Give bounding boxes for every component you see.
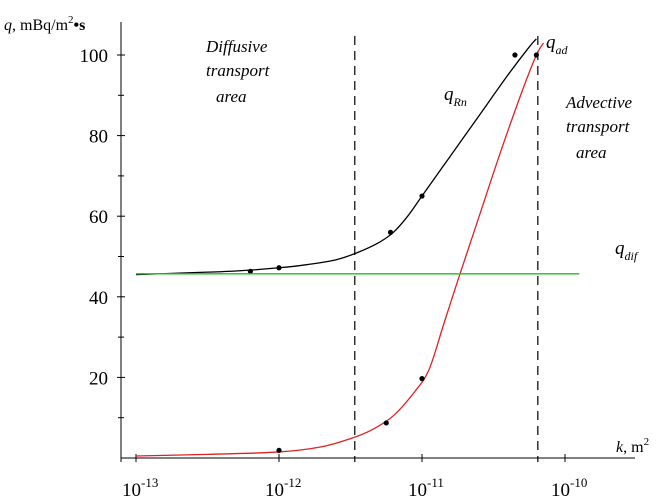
series-label-qrn: qRn xyxy=(444,84,467,109)
series-label-qdif-base: q xyxy=(615,238,625,259)
annotation-advective-line2: transport xyxy=(566,117,631,136)
y-tick-label: 100 xyxy=(80,46,109,67)
x-axis-unit: , m xyxy=(623,439,644,456)
annotation-diffusive-line2: transport xyxy=(206,61,271,80)
annotation-advective-line1: Advective xyxy=(565,93,633,112)
y-axis-title: q, mBq/m2•s xyxy=(4,14,85,34)
series-label-qad-base: q xyxy=(546,32,556,53)
series-line-qrn xyxy=(136,39,536,275)
data-point xyxy=(276,448,281,453)
y-ticks: 20 40 60 80 100 xyxy=(80,46,126,418)
y-tick-label: 60 xyxy=(89,207,108,228)
series-label-qad: qad xyxy=(546,32,569,57)
x-tick-base: 10 xyxy=(122,480,141,501)
annotation-diffusive-line3: area xyxy=(216,87,247,106)
x-tick-label: 10-10 xyxy=(551,475,587,501)
data-point xyxy=(534,52,539,57)
data-point xyxy=(419,193,424,198)
y-tick-label: 20 xyxy=(89,368,108,389)
x-tick-exponent: -12 xyxy=(284,475,301,490)
series-label-qdif: qdif xyxy=(615,238,639,263)
series-label-qad-sub: ad xyxy=(556,43,569,57)
data-point xyxy=(276,265,281,270)
annotation-advective-line3: area xyxy=(576,143,607,162)
series-group xyxy=(136,39,579,456)
data-point xyxy=(512,52,517,57)
y-tick-label: 40 xyxy=(89,288,108,309)
x-tick-exponent: -13 xyxy=(141,475,158,490)
x-tick-base: 10 xyxy=(265,480,284,501)
x-axis-title: k, m2 xyxy=(616,436,649,456)
x-tick-label: 10-13 xyxy=(122,475,158,501)
annotation-advective: Advective transport area xyxy=(565,93,633,162)
data-point xyxy=(384,420,389,425)
x-tick-exponent: -10 xyxy=(570,475,587,490)
x-tick-exponent: -11 xyxy=(427,475,444,490)
series-label-qrn-base: q xyxy=(444,84,454,105)
y-axis-var: q xyxy=(4,17,12,34)
series-label-qrn-sub: Rn xyxy=(453,95,467,109)
annotation-diffusive-line1: Diffusive xyxy=(205,37,268,56)
x-tick-label: 10-11 xyxy=(408,475,444,501)
x-tick-label: 10-12 xyxy=(265,475,301,501)
x-tick-base: 10 xyxy=(408,480,427,501)
series-line-qad xyxy=(136,43,544,456)
data-point xyxy=(419,376,424,381)
x-axis-sup: 2 xyxy=(644,436,650,448)
x-tick-base: 10 xyxy=(551,480,570,501)
series-label-qdif-sub: dif xyxy=(625,249,639,263)
y-tick-label: 80 xyxy=(89,127,108,148)
y-axis-unit: , mBq/m xyxy=(12,17,69,34)
y-axis-tail: •s xyxy=(74,17,86,34)
annotation-diffusive: Diffusive transport area xyxy=(205,37,271,106)
data-point xyxy=(388,230,393,235)
